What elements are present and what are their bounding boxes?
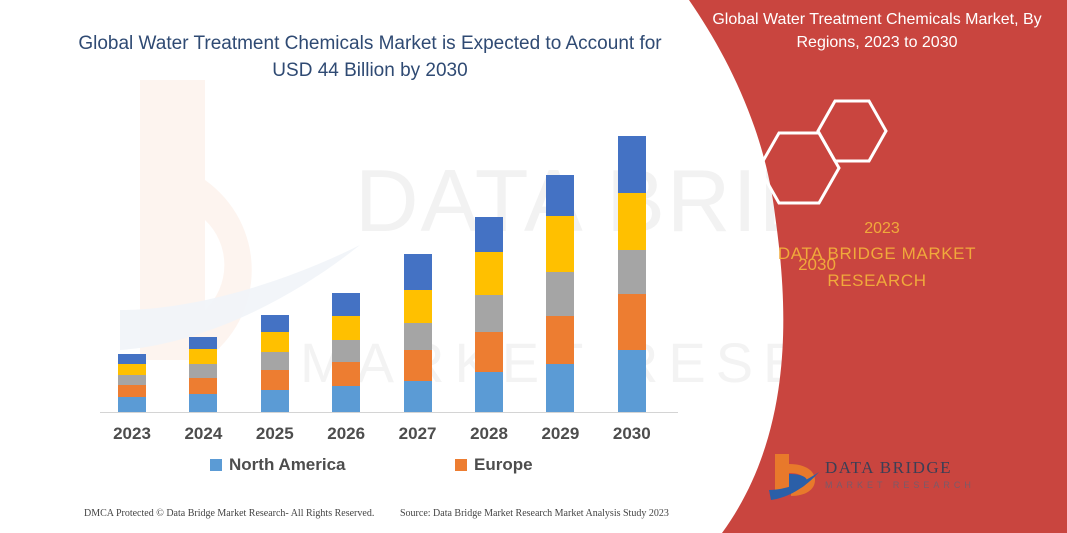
data-bridge-logo: DATA BRIDGE MARKET RESEARCH — [767, 450, 987, 506]
bar-segment-2024-s4 — [189, 349, 218, 365]
bar-segment-2023-s3 — [118, 375, 146, 386]
hexagon-shapes — [757, 99, 888, 205]
bar-segment-2026-s2 — [332, 362, 361, 387]
chart-title: Global Water Treatment Chemicals Market … — [78, 33, 662, 81]
stacked-bar-chart — [100, 136, 678, 413]
legend-swatch-icon — [210, 459, 222, 471]
bar-segment-2029-s3 — [546, 272, 575, 317]
x-axis-line — [100, 412, 678, 413]
bar-segment-2024-s2 — [189, 377, 218, 394]
bar-segment-2025-s5 — [260, 315, 289, 333]
bar-segment-2026-s5 — [332, 293, 361, 317]
logo-mark-icon — [769, 454, 819, 500]
bar-segment-2027-s5 — [403, 253, 432, 290]
bar-segment-2029-s2 — [546, 316, 575, 365]
bar-segment-2027-s4 — [403, 289, 432, 323]
bar-segment-2028-s2 — [475, 332, 503, 373]
bar-segment-2026-s3 — [332, 340, 361, 363]
logo-text-sub: MARKET RESEARCH — [825, 480, 975, 490]
chart-panel: Global Water Treatment Chemicals Market … — [0, 33, 700, 528]
hexagon-2023-label: 2023 — [864, 220, 900, 237]
x-label-2028: 2028 — [470, 424, 508, 443]
x-label-2029: 2029 — [541, 424, 580, 443]
x-label-2026: 2026 — [327, 424, 366, 443]
x-label-2025: 2025 — [255, 424, 294, 443]
bar-segment-2024-s5 — [189, 337, 218, 350]
bar-2025[interactable] — [260, 315, 289, 412]
bar-segment-2024-s1 — [189, 393, 218, 412]
bar-segment-2024-s3 — [189, 364, 218, 378]
bar-segment-2025-s4 — [260, 332, 289, 352]
hexagon-group: 2030 2023 — [727, 95, 1027, 274]
bar-segment-2027-s3 — [403, 322, 432, 350]
bar-segment-2023-s2 — [118, 385, 146, 398]
x-label-2030: 2030 — [612, 424, 651, 443]
bar-segment-2023-s5 — [118, 354, 146, 365]
bar-segment-2025-s1 — [260, 389, 289, 412]
bar-2027[interactable] — [403, 253, 432, 412]
bar-segment-2026-s1 — [332, 386, 361, 412]
bar-segment-2023-s4 — [118, 364, 146, 376]
bar-2028[interactable] — [475, 216, 503, 412]
brand-name: DATA BRIDGE MARKET RESEARCH — [727, 240, 1027, 294]
bar-segment-2029-s4 — [546, 216, 575, 273]
bar-segment-2027-s1 — [403, 380, 432, 412]
bar-segment-2028-s4 — [475, 252, 503, 295]
bar-segment-2028-s3 — [475, 294, 503, 333]
hexagon-2030-label: 2030 — [798, 255, 836, 274]
bar-segment-2030-s3 — [617, 250, 646, 295]
bar-segment-2030-s1 — [617, 350, 646, 412]
brand-panel: Global Water Treatment Chemicals Market,… — [667, 0, 1067, 533]
brand-name-line-2: RESEARCH — [827, 271, 927, 290]
footer-copyright: DMCA Protected © Data Bridge Market Rese… — [84, 508, 375, 519]
bar-2029[interactable] — [546, 175, 575, 412]
hexagon-2023-shape — [816, 99, 888, 163]
legend-item-europe[interactable]: Europe — [455, 455, 533, 475]
bar-segment-2030-s5 — [617, 136, 646, 194]
bar-segment-2028-s5 — [475, 216, 503, 253]
brand-panel-title: Global Water Treatment Chemicals Market,… — [712, 11, 1042, 51]
chart-legend: North America Europe — [100, 455, 678, 479]
bar-segment-2030-s4 — [617, 193, 646, 251]
bar-2024[interactable] — [189, 337, 218, 412]
bar-segment-2025-s3 — [260, 351, 289, 370]
bar-segment-2028-s1 — [475, 372, 503, 412]
bar-segment-2030-s2 — [617, 294, 646, 351]
bar-2023[interactable] — [118, 354, 146, 412]
x-label-2027: 2027 — [398, 424, 437, 443]
bar-2026[interactable] — [332, 293, 361, 412]
hexagon-2030-shape — [757, 131, 841, 205]
bar-segment-2029-s1 — [546, 364, 575, 412]
footer-source: Source: Data Bridge Market Research Mark… — [400, 508, 669, 519]
brand-name-line-1: DATA BRIDGE MARKET — [777, 244, 977, 263]
bar-segment-2029-s5 — [546, 175, 575, 217]
legend-label: North America — [229, 455, 346, 474]
logo-text-main: DATA BRIDGE — [825, 458, 953, 477]
legend-label: Europe — [474, 455, 533, 474]
bar-segment-2023-s1 — [118, 397, 146, 412]
x-label-2023: 2023 — [113, 424, 151, 443]
footer: DMCA Protected © Data Bridge Market Rese… — [0, 508, 700, 528]
bar-segment-2025-s2 — [260, 369, 289, 390]
legend-item-north-america[interactable]: North America — [210, 455, 346, 475]
legend-swatch-icon — [455, 459, 467, 471]
bar-segment-2027-s2 — [403, 349, 432, 381]
bar-2030[interactable] — [617, 136, 646, 412]
bar-segment-2026-s4 — [332, 316, 361, 341]
x-axis-labels: 2023 2024 2025 2026 2027 2028 2029 2030 — [100, 424, 678, 450]
x-label-2024: 2024 — [184, 424, 223, 443]
